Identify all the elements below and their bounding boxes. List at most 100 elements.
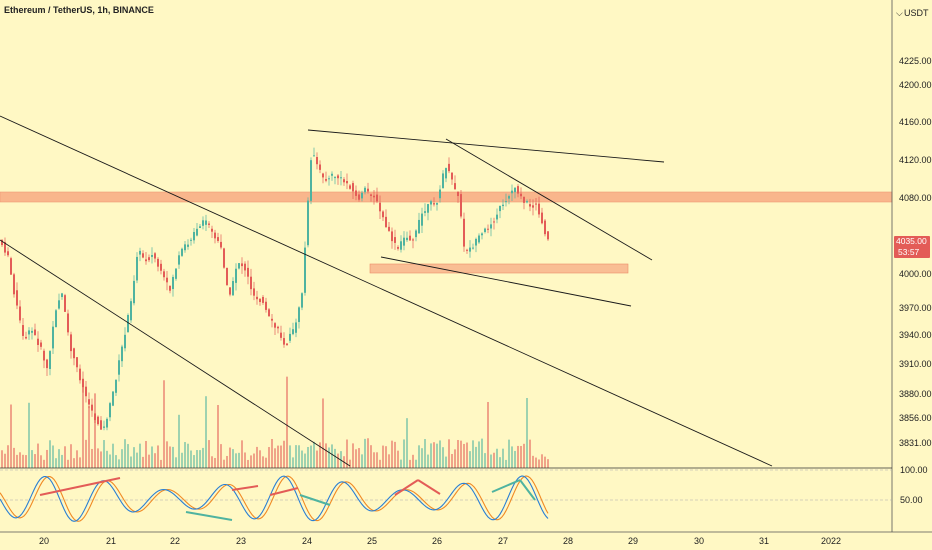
trendline-wedge-lower[interactable] [380, 256, 632, 307]
candle-body [526, 201, 528, 203]
candle-body [64, 295, 66, 312]
price-tick-label: 3856.00 [899, 413, 932, 423]
volume-bar [253, 453, 255, 468]
candle-body [67, 313, 69, 333]
candle-body [514, 187, 516, 193]
candle-body [82, 378, 84, 388]
volume-bar [106, 450, 108, 468]
price-tick-label: 4080.00 [899, 193, 932, 203]
volume-bar [115, 455, 117, 468]
volume-bar [529, 439, 531, 468]
price-axis-labels[interactable]: 4225.00 4200.00 4160.00 4120.00 4080.00 4000.… [899, 56, 932, 448]
time-tick-label: 25 [367, 536, 377, 546]
volume-bar [487, 401, 489, 468]
candle-body [421, 213, 423, 226]
volume-bar [4, 453, 6, 468]
candle-body [322, 173, 324, 178]
volume-bar [454, 449, 456, 468]
volume-bar [85, 439, 87, 468]
candle-body [301, 293, 303, 308]
candle-body [94, 413, 96, 421]
time-axis-labels[interactable]: 20 21 22 23 24 25 26 27 28 29 30 31 2022 [39, 536, 841, 546]
volume-bar [160, 459, 162, 468]
volume-bar [448, 439, 450, 468]
candle-body [454, 183, 456, 190]
volume-bar [517, 445, 519, 468]
candlesticks [1, 147, 549, 431]
volume-bar [247, 459, 249, 468]
volume-bar [259, 450, 261, 468]
candle-body [241, 263, 243, 267]
price-tick-label: 3831.00 [899, 438, 932, 448]
volume-bar [484, 453, 486, 468]
candle-body [1, 239, 3, 246]
candle-body [247, 267, 249, 277]
divergence-line [269, 487, 299, 496]
resistance-zone[interactable] [0, 191, 893, 203]
volume-bar [199, 450, 201, 468]
candle-body [286, 343, 288, 346]
candle-body [355, 190, 357, 196]
candle-body [490, 224, 492, 229]
volume-bar [133, 447, 135, 468]
volume-bar [430, 443, 432, 468]
chart-title: Ethereum / TetherUS, 1h, BINANCE [4, 5, 154, 15]
time-tick-label: 29 [628, 536, 638, 546]
volume-bar [328, 447, 330, 468]
volume-bar [211, 456, 213, 468]
volume-bar [544, 456, 546, 468]
trendline-long-descending[interactable] [0, 115, 773, 467]
support-zone[interactable] [369, 263, 629, 274]
candle-body [115, 379, 117, 393]
volume-bar [280, 445, 282, 468]
candle-body [25, 336, 27, 339]
currency-label[interactable]: USDT [904, 8, 929, 18]
volume-bar [256, 446, 258, 468]
volume-bar [319, 442, 321, 468]
candle-body [535, 203, 537, 205]
volume-bar [139, 443, 141, 468]
volume-bar [169, 446, 171, 468]
candle-body [337, 175, 339, 179]
volume-bar [337, 453, 339, 468]
volume-bar [136, 452, 138, 468]
volume-bar [418, 445, 420, 468]
volume-bar [145, 440, 147, 468]
volume-bar [46, 449, 48, 468]
last-price: 4035.00 [896, 236, 927, 246]
currency-menu-icon[interactable]: ⌵ [896, 8, 903, 18]
volume-bar [268, 447, 270, 468]
stoch-label-100: 100.00 [900, 465, 928, 475]
trendline-top-channel[interactable] [307, 129, 665, 163]
volume-bar [541, 454, 543, 468]
trendline-lower-descending[interactable] [0, 239, 351, 467]
trendline-wedge-upper[interactable] [445, 138, 653, 261]
volume-bar [376, 452, 378, 468]
candle-body [367, 188, 369, 192]
candle-body [22, 325, 24, 336]
candle-body [523, 196, 525, 203]
candle-body [130, 301, 132, 321]
volume-bar [154, 453, 156, 468]
candle-body [361, 192, 363, 199]
candle-body [109, 403, 111, 418]
candle-body [400, 241, 402, 250]
volume-bar [214, 457, 216, 468]
candle-body [406, 237, 408, 241]
candle-body [277, 326, 279, 329]
volume-bar [526, 398, 528, 468]
last-price-tag: 4035.00 53:57 [894, 236, 930, 258]
volume-bar [223, 459, 225, 468]
time-tick-label: 23 [236, 536, 246, 546]
price-tick-label: 4000.00 [899, 269, 932, 279]
candle-body [472, 247, 474, 249]
volume-bar [370, 445, 372, 468]
candle-body [16, 290, 18, 306]
volume-bar [184, 442, 186, 468]
volume-bar [271, 439, 273, 468]
candle-body [382, 211, 384, 218]
divergence-line [519, 479, 536, 501]
candle-body [55, 310, 57, 328]
